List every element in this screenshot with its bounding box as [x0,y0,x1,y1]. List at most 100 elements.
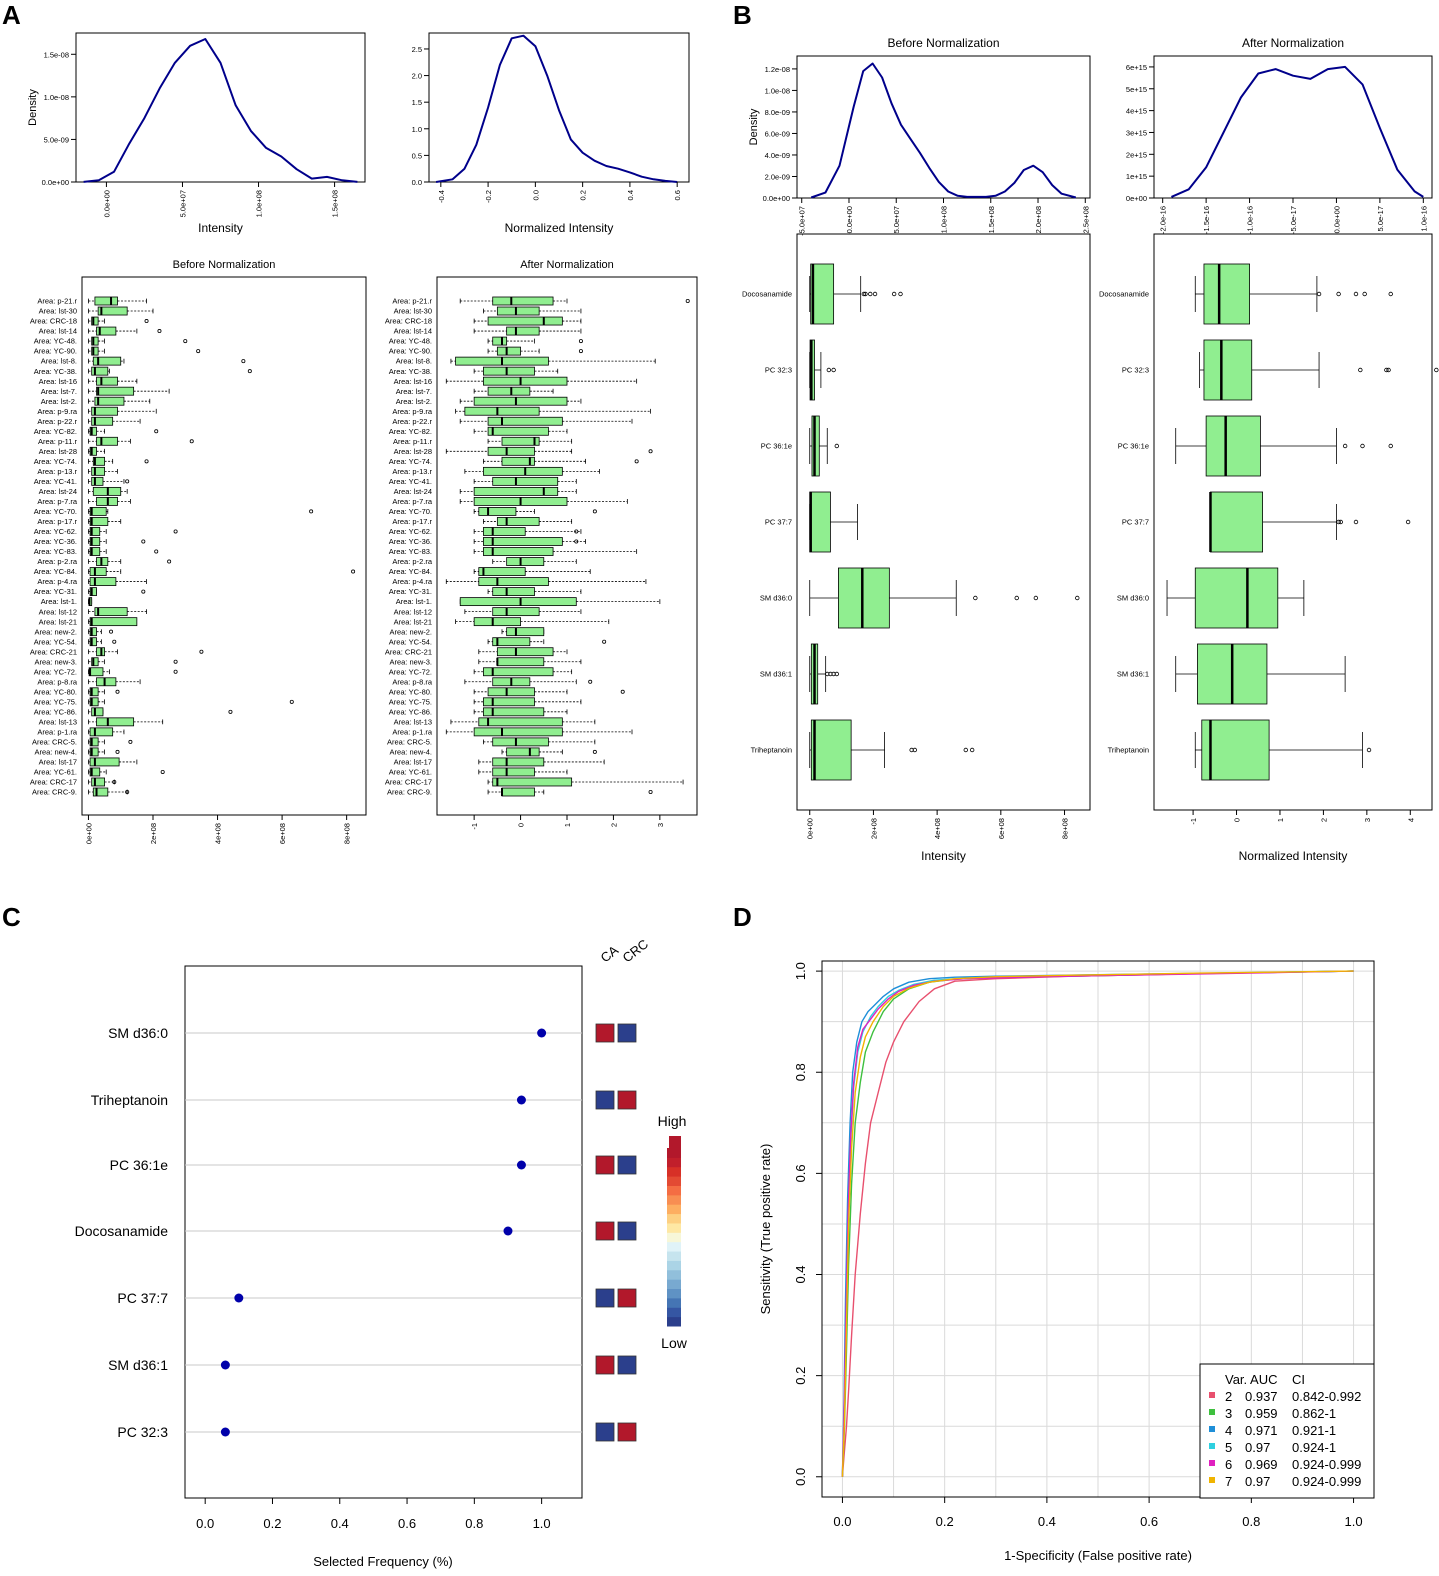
box-iqr [496,346,521,356]
box-iqr [89,537,101,546]
x-tick-label: 6e+08 [997,818,1006,839]
box-iqr [483,667,554,677]
x-axis-label: Normalized Intensity [505,221,614,235]
box-outlier [872,291,878,297]
box-iqr [492,757,545,767]
box-category-label: Area: YC-31. [389,587,432,596]
y-tick-label: 4e+15 [1126,107,1147,116]
y-tick-label: 1.0e-08 [44,93,69,102]
box-category-label: Area: lst-2. [41,397,77,406]
box-category-label: Area: YC-54. [34,637,77,646]
box-iqr [483,376,568,386]
box-category-label: Area: lst-1. [396,597,432,606]
roc-legend-var: 4 [1225,1423,1232,1438]
box-category-label: PC 37:7 [1122,518,1149,527]
x-tick-label: -1 [1189,818,1198,825]
x-tick-label: 0.0e+00 [102,190,111,217]
box-category-label: Area: CRC-21 [30,647,77,656]
roc-legend-var: 3 [1225,1406,1232,1421]
box-iqr [487,687,535,697]
metabolite-label: PC 32:3 [117,1424,168,1440]
x-tick-label: 2e+08 [869,818,878,839]
y-tick-label: 0.0 [793,1468,808,1486]
x-tick-label: 0.8 [465,1516,483,1531]
box-category-label: Area: CRC-9. [32,788,77,797]
box-iqr [492,767,535,777]
x-tick-label: -5.0e+07 [798,206,807,236]
box-outlier [592,749,597,754]
box-category-label: Area: YC-36. [389,537,432,546]
y-tick-label: 1.2e-08 [765,65,790,74]
box-iqr [89,507,107,516]
box-category-label: Area: lst-16 [39,377,77,386]
box-outlier [154,549,159,554]
box-iqr [91,406,118,416]
box-iqr [89,587,97,596]
box-outlier [309,509,314,514]
density-curve [83,38,358,183]
box-iqr [89,687,99,697]
box-iqr [506,627,545,637]
box-iqr [89,637,97,647]
box-iqr [492,296,554,306]
x-tick-label: 4e+08 [933,818,942,839]
box-category-label: Area: CRC-5. [32,738,77,747]
box-category-label: Area: YC-90. [34,347,77,356]
x-tick-label: 0 [1233,818,1242,822]
box-category-label: Area: p-8.ra [392,677,432,686]
frequency-dot [516,1160,526,1170]
box-iqr [89,567,107,576]
box-category-label: Area: YC-54. [389,637,432,646]
box-iqr [487,386,531,396]
box-iqr [89,426,97,436]
x-tick-label: 2e+08 [149,823,158,844]
box-category-label: Area: YC-70. [34,507,77,516]
box-outlier [578,339,583,344]
color-scale-cell [667,1232,681,1243]
y-tick-label: 6.0e-09 [765,129,790,138]
box-category-label: Area: CRC-17 [30,778,77,787]
box-category-label: Area: YC-38. [389,367,432,376]
box-iqr [496,306,540,316]
box-category-label: Area: lst-21 [39,617,77,626]
box-iqr [91,366,109,376]
box-outlier [648,790,653,795]
y-tick-label: 2e+15 [1126,150,1147,159]
roc-legend-ci: 0.921-1 [1292,1423,1336,1438]
heatmap-cell [617,1422,637,1442]
color-scale-cell [667,1260,681,1271]
box-category-label: Area: p-13.r [37,467,77,476]
y-tick-label: 0.8 [793,1063,808,1081]
box-outlier [1014,595,1019,601]
x-tick-label: 0.0 [833,1514,851,1529]
plot-frame [796,233,1091,811]
box-outlier [831,367,836,373]
box-outlier [141,539,146,544]
box-category-label: Area: lst-24 [394,487,432,496]
box-iqr [96,436,118,446]
box-outlier [574,529,579,534]
box-category-label: Area: lst-30 [394,307,432,316]
box-iqr [89,547,101,556]
heatmap-cell [617,1355,637,1375]
box-outlier [825,671,830,677]
box-iqr [487,416,563,426]
box-category-label: Area: new-3. [389,657,432,666]
box-category-label: Area: lst-8. [396,357,432,366]
plot-title: After Normalization [520,259,614,271]
box-outlier [1316,291,1322,297]
box-iqr [89,757,120,767]
y-tick-label: 2.0 [412,72,422,81]
box-category-label: Area: new-3. [34,657,77,666]
box-outlier [634,459,639,464]
x-tick-label: 2 [609,823,618,827]
box-outlier [1405,519,1411,525]
roc-legend-ci: 0.924-0.999 [1292,1474,1361,1489]
box-outlier [578,349,583,354]
roc-legend-swatch [1209,1477,1215,1483]
plot-frame [184,965,583,1499]
y-tick-label: 0.6 [793,1164,808,1182]
x-tick-label: -1 [470,823,479,830]
box-outlier [1353,291,1359,297]
box-category-label: Area: YC-75. [34,697,77,706]
